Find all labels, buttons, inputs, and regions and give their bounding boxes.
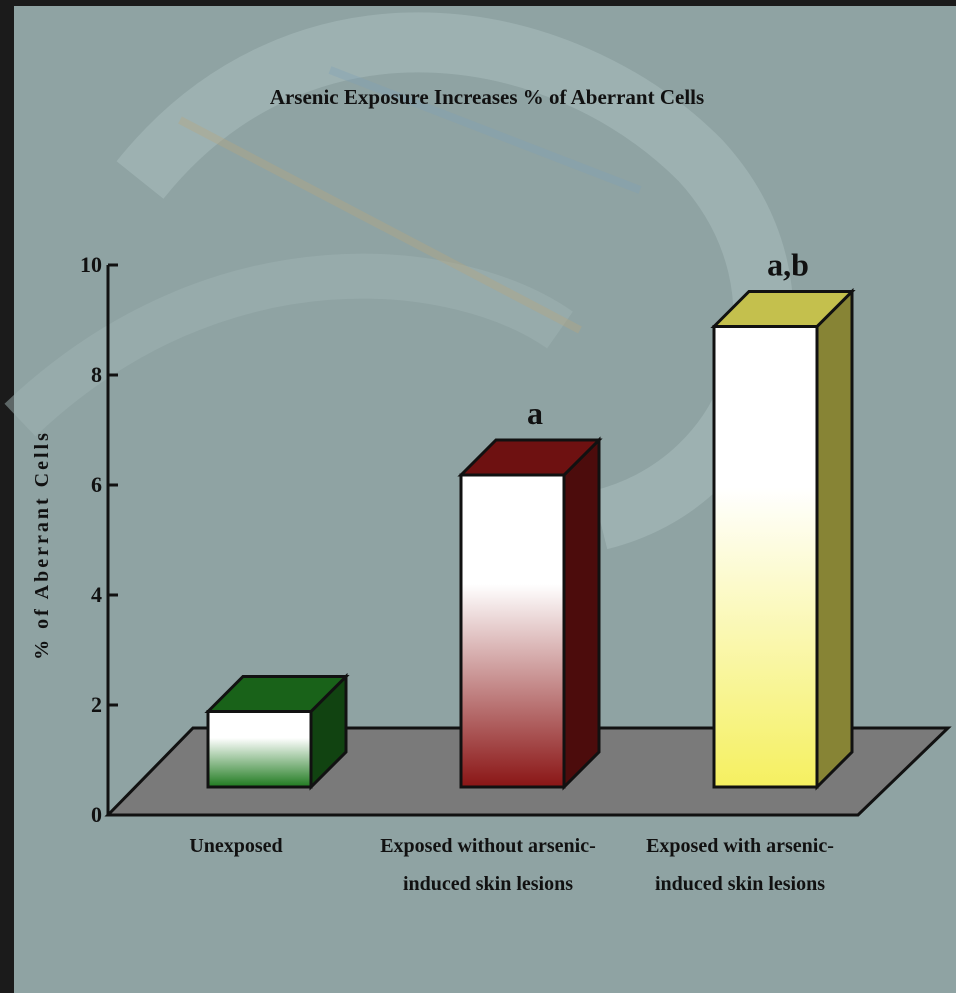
x-category-label: Unexposed: [189, 835, 282, 857]
y-tick-label: 2: [91, 692, 102, 717]
bar: [461, 440, 599, 787]
y-tick-label: 10: [80, 252, 102, 277]
bar-front-face: [461, 475, 564, 787]
bar-front-face: [714, 327, 817, 788]
bar-side-face: [564, 440, 599, 787]
bar-annotation: a: [527, 395, 543, 431]
y-tick-label: 8: [91, 362, 102, 387]
bar-annotation: a,b: [767, 247, 809, 283]
background-texture: [20, 42, 763, 520]
y-tick-label: 6: [91, 472, 102, 497]
bar-side-face: [817, 292, 852, 788]
x-axis-labels: Unexposed Exposed without arsenic-induced…: [189, 835, 834, 895]
y-tick-label: 0: [91, 802, 102, 827]
chart-title: Arsenic Exposure Increases % of Aberrant…: [270, 85, 704, 109]
bar: [714, 292, 852, 788]
x-category-label: Exposed without arsenic-induced skin les…: [380, 835, 596, 895]
x-category-label: Exposed with arsenic-induced skin lesion…: [646, 835, 834, 895]
bar: [208, 677, 346, 788]
bar-front-face: [208, 712, 311, 788]
y-axis-label: % of Aberrant Cells: [31, 430, 53, 660]
background-swirl: [20, 276, 560, 420]
y-tick-label: 4: [91, 582, 102, 607]
